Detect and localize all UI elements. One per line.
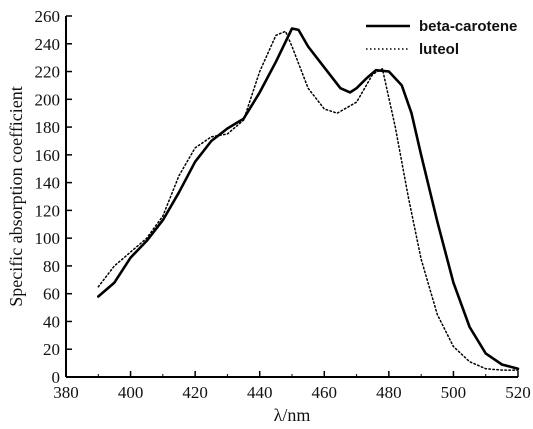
x-tick-label: 380 xyxy=(53,383,79,402)
y-tick-label: 140 xyxy=(35,174,61,193)
x-tick-label: 400 xyxy=(118,383,144,402)
x-axis-ticks: 380 400 420 440 460 480 500 520 xyxy=(53,371,531,402)
legend-label: luteol xyxy=(419,41,459,58)
y-tick-label: 80 xyxy=(43,257,60,276)
y-tick-label: 260 xyxy=(35,7,61,26)
y-tick-label: 120 xyxy=(35,201,61,220)
x-axis-label: λ/nm xyxy=(274,405,311,425)
x-tick-label: 500 xyxy=(441,383,467,402)
y-tick-label: 160 xyxy=(35,146,61,165)
series-lines xyxy=(97,27,520,371)
series-line-beta-carotene xyxy=(97,27,520,370)
y-axis-label: Specific absorption coefficient xyxy=(6,86,26,307)
axes xyxy=(65,16,518,378)
x-tick-label: 460 xyxy=(312,383,338,402)
x-tick-label: 420 xyxy=(182,383,208,402)
x-tick-label: 520 xyxy=(505,383,531,402)
series-line-luteol xyxy=(97,30,519,371)
y-tick-label: 0 xyxy=(52,368,61,387)
y-tick-label: 20 xyxy=(43,340,60,359)
y-tick-label: 100 xyxy=(35,229,61,248)
y-tick-label: 200 xyxy=(35,90,61,109)
y-tick-label: 240 xyxy=(35,35,61,54)
y-axis-ticks: 0 20 40 60 80 100 120 140 160 180 200 220 240 260 xyxy=(35,7,72,387)
y-tick-label: 180 xyxy=(35,118,61,137)
x-tick-label: 440 xyxy=(247,383,273,402)
legend: beta-carotene luteol xyxy=(366,18,517,58)
y-tick-label: 60 xyxy=(43,285,60,304)
x-tick-label: 480 xyxy=(376,383,402,402)
legend-label: beta-carotene xyxy=(419,18,517,35)
y-tick-label: 40 xyxy=(43,312,60,331)
y-tick-label: 220 xyxy=(35,63,61,82)
